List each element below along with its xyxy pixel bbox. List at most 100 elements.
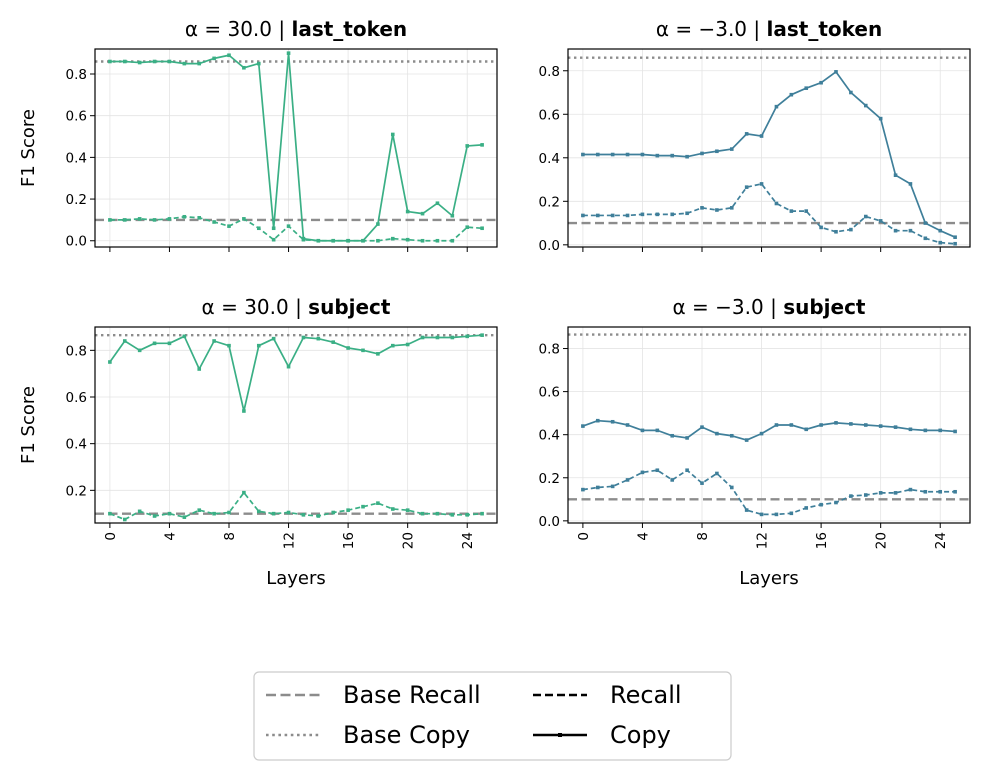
recall-point [744,185,749,189]
copy-point [581,424,585,428]
copy-point [908,427,913,432]
copy-point [137,60,142,65]
y-tick-label: 0.2 [539,194,560,210]
copy-series-line [109,52,483,242]
copy-point [152,59,157,64]
recall-point [938,240,943,245]
x-tick-label: 20 [874,532,890,549]
recall-point [789,511,794,516]
copy-point [301,335,306,340]
recall-point [405,508,410,512]
recall-point [878,219,883,223]
recall-point [301,237,306,242]
recall-point [465,225,470,229]
recall-point [581,213,585,218]
recall-point [729,485,734,490]
recall-point [212,220,216,224]
recall-point [361,238,365,243]
recall-point [849,494,853,498]
axes-frame [567,48,971,248]
recall-point [405,237,410,242]
recall-point [197,216,202,220]
recall-point [450,238,455,243]
copy-point [700,151,704,156]
copy-point [640,428,645,433]
plot-area [95,333,497,522]
copy-point [435,201,440,206]
x-tick-label: 0 [576,532,592,541]
x-tick-label: 0 [103,532,119,541]
copy-point [450,213,455,218]
copy-point [182,334,187,339]
recall-point [744,508,749,512]
copy-point [108,59,112,64]
chart-panel-1: 0.0 0.2 0.4 0.6 0.8 α = 30.0 | last_token F1 S… [18,17,498,252]
recall-point [670,212,675,217]
recall-point [938,489,943,494]
recall-point [878,491,883,495]
recall-point [271,237,276,242]
recall-point [390,507,395,511]
recall-point [908,228,913,233]
copy-point [286,364,291,369]
copy-point [137,348,142,353]
panel-title-prefix: α = 30.0 | [202,295,309,319]
x-tick-label: 24 [933,532,949,549]
recall-point [655,212,660,217]
recall-point [137,509,142,514]
recall-point [953,489,957,494]
recall-point [700,481,704,485]
y-tick-label: 0.2 [539,471,560,487]
recall-point [804,209,809,213]
recall-point [197,508,202,512]
recall-point [256,509,261,514]
recall-point [893,491,898,495]
copy-point [744,438,749,442]
legend-base-recall-label: Base Recall [343,681,481,709]
recall-point [390,236,395,241]
copy-point [227,343,231,348]
recall-point [581,487,585,492]
axes-frame [94,48,498,248]
recall-point [625,478,630,482]
copy-point [465,144,470,148]
copy-point [685,154,689,159]
copy-point [197,61,202,66]
copy-point [480,333,484,337]
copy-point [819,80,823,85]
recall-point [715,471,719,476]
recall-point [227,224,231,228]
copy-point [670,153,675,158]
x-tick-label: 8 [222,532,238,541]
panel-title-prefix: α = −3.0 | [673,295,784,319]
copy-point [655,428,660,433]
recall-point [346,508,350,512]
recall-point [774,201,779,206]
copy-point [271,226,276,231]
recall-point [376,501,380,505]
copy-point [420,335,425,340]
plot-area [95,51,497,243]
y-tick-label: 0.0 [66,234,87,250]
recall-point [480,226,484,231]
recall-point [640,212,645,217]
recall-point [152,514,157,518]
copy-point [715,431,719,436]
panel-title-bold: last_token [291,17,407,41]
recall-point [893,228,898,233]
copy-point [405,342,410,347]
copy-point [167,341,172,346]
recall-point [182,515,187,519]
legend: Base Recall Recall Base Copy Copy [253,671,732,761]
recall-point [167,217,172,221]
copy-point [715,149,719,154]
copy-point [908,182,913,186]
x-tick-label: 12 [282,532,298,549]
copy-point [595,152,600,157]
copy-point [655,153,660,158]
recall-point [953,241,957,246]
copy-point [346,346,350,350]
recall-point [759,512,764,517]
recall-point [167,511,172,516]
recall-point [271,511,276,516]
